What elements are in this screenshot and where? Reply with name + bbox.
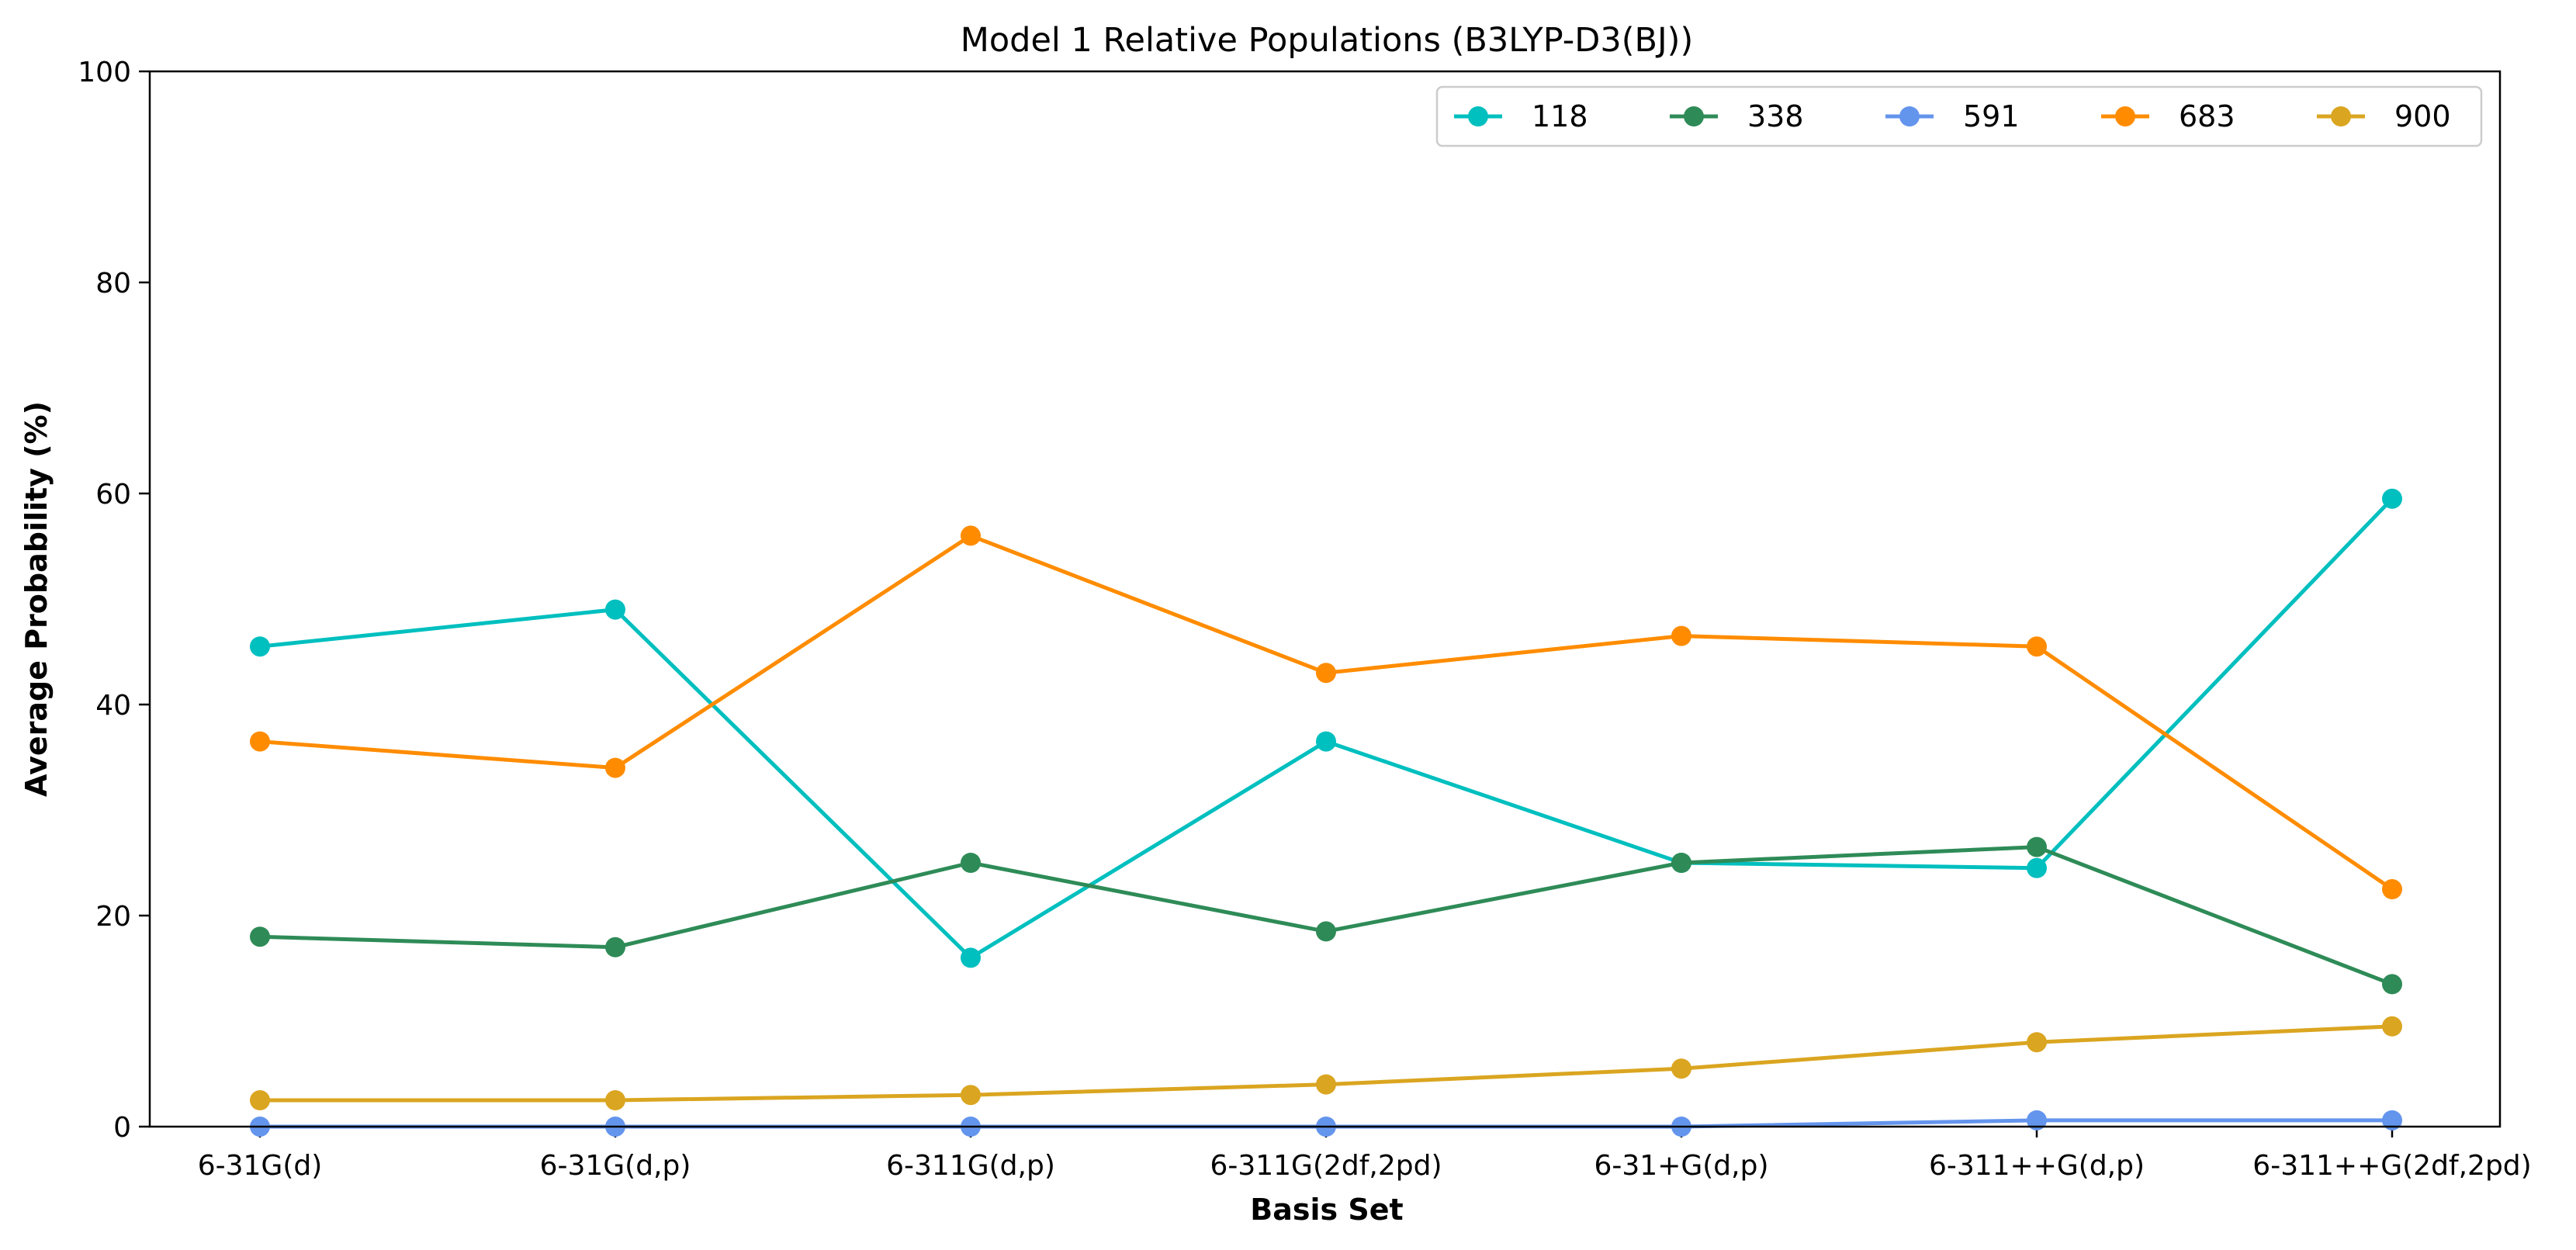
legend-entry-683: 683 [2101,99,2235,133]
x-tick-label: 6-311G(2df,2pd) [1210,1150,1442,1182]
legend-marker [2331,106,2351,126]
data-point [2027,857,2047,878]
y-tick-label: 20 [95,901,131,933]
x-tick-label: 6-311G(d,p) [886,1150,1055,1182]
plot-frame [148,70,2502,1128]
series-591 [250,1110,2402,1137]
x-axis-label: Basis Set [1250,1193,1403,1227]
y-tick-label: 60 [95,479,131,511]
y-axis-label: Average Probability (%) [19,401,54,797]
legend-entry-338: 338 [1670,99,1804,133]
series-line [259,497,2394,960]
data-point [605,1090,625,1110]
data-point [250,636,270,657]
x-tick-label: 6-311++G(d,p) [1929,1150,2145,1182]
series-900 [250,1016,2402,1110]
y-tick-label: 80 [95,268,131,300]
data-point [961,1085,981,1106]
data-point [2027,836,2047,857]
data-point [2382,879,2402,899]
x-axis-ticks: 6-31G(d) 6-31G(d,p) 6-311G(d,p) 6-311G(2df,… [198,1127,2532,1182]
data-point [961,853,981,873]
data-point [1316,663,1336,684]
data-point [1316,731,1336,752]
data-point [1316,1074,1336,1095]
series-layer [250,488,2402,1137]
legend-label: 118 [1532,99,1588,133]
legend-marker [1684,106,1704,126]
x-tick-label: 6-31G(d,p) [540,1150,691,1182]
y-tick-label: 100 [78,57,131,88]
data-point [2382,974,2402,995]
data-point [2027,636,2047,657]
data-point [2382,1016,2402,1037]
legend-label: 683 [2179,99,2235,133]
series-line [259,533,2394,892]
chart-title: Model 1 Relative Populations (B3LYP-D3(B… [961,21,1694,60]
data-point [961,525,981,546]
y-tick-label: 0 [113,1112,131,1144]
legend-marker [1468,106,1488,126]
x-tick-label: 6-311++G(2df,2pd) [2252,1150,2531,1182]
data-point [2027,1110,2047,1131]
series-118 [250,488,2402,968]
data-point [250,1090,270,1110]
legend-label: 900 [2394,99,2451,133]
legend-label: 338 [1747,99,1804,133]
data-point [2027,1032,2047,1053]
data-point [605,757,625,778]
series-line [259,845,2393,986]
series-683 [250,525,2402,899]
y-tick-label: 40 [95,690,131,722]
data-point [1316,921,1336,942]
data-point [1671,853,1691,873]
data-point [2382,1110,2402,1131]
legend-marker [2115,106,2135,126]
legend-entry-591: 591 [1885,99,2020,133]
legend-box [1435,85,2483,147]
legend-entry-900: 900 [2317,99,2451,133]
legend-entry-118: 118 [1454,99,1588,133]
legend-label: 591 [1963,99,2020,133]
data-point [605,937,625,957]
data-point [605,599,625,620]
x-tick-label: 6-31+G(d,p) [1594,1150,1769,1182]
data-point [2382,488,2402,509]
data-point [1671,1058,1691,1079]
data-point [250,731,270,752]
series-338 [250,836,2402,995]
legend-marker [1899,106,1920,126]
data-point [1671,625,1691,646]
data-point [961,947,981,968]
data-point [250,926,270,947]
y-axis-ticks: 0 20 40 60 80 100 [78,57,150,1144]
legend: 118 338 591 683 900 [1435,85,2483,147]
x-tick-label: 6-31G(d) [198,1150,323,1182]
